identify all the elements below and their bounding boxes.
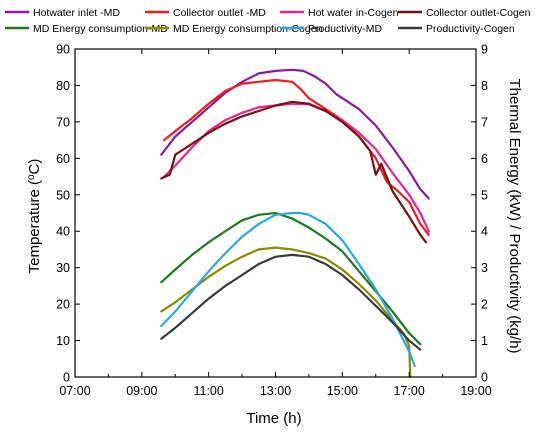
y-left-tick-label: 50 [56, 188, 70, 202]
y-left-tick-label: 40 [56, 225, 70, 239]
y-right-tick-label: 6 [481, 152, 488, 166]
y-right-tick-label: 0 [481, 371, 488, 385]
series-line-5 [160, 211, 422, 346]
y-right-tick-label: 8 [481, 79, 488, 93]
series-line-6 [160, 246, 412, 379]
y-left-tick-label: 90 [56, 43, 70, 57]
x-tick-label: 07:00 [59, 384, 90, 398]
y-left-tick-label: 60 [56, 152, 70, 166]
x-tick-label: 09:00 [126, 384, 157, 398]
y-right-tick-label: 9 [481, 43, 488, 57]
y-left-tick-label: 70 [56, 115, 70, 129]
y-axis-right-title: Thermal Energy (kW) / Productivity (kg/h… [506, 78, 523, 353]
y-right-tick-label: 2 [481, 298, 488, 312]
y-left-tick-label: 80 [56, 79, 70, 93]
series-line-7 [160, 211, 416, 368]
y-left-tick-label: 20 [56, 298, 70, 312]
series-line-1 [160, 68, 430, 200]
legend-label-1: Hotwater inlet -MD [33, 7, 120, 19]
legend-label-2: Collector outlet -MD [173, 7, 266, 19]
y-left-tick-label: 10 [56, 334, 70, 348]
x-tick-label: 15:00 [327, 384, 358, 398]
y-left-tick-label: 0 [63, 371, 70, 385]
x-axis-title: Time (h) [246, 410, 301, 427]
x-tick-label: 19:00 [460, 384, 491, 398]
x-tick-label: 17:00 [394, 384, 425, 398]
legend-label-7: Productivity-MD [308, 23, 383, 35]
y-right-tick-label: 7 [481, 115, 488, 129]
y-right-tick-label: 1 [481, 334, 488, 348]
legend-label-6: MD Energy consumption-Cogen [173, 23, 323, 35]
y-right-tick-label: 3 [481, 261, 488, 275]
series-line-4 [160, 100, 427, 244]
y-right-tick-label: 5 [481, 188, 488, 202]
x-tick-label: 11:00 [193, 384, 223, 398]
series-line-8 [160, 253, 422, 351]
y-axis-left-title: Temperature (oC) [26, 159, 44, 274]
legend: Hotwater inlet -MD Collector outlet -MD Ho… [5, 7, 531, 35]
y-right-tick-label: 4 [481, 225, 488, 239]
legend-label-4: Collector outlet-Cogen [426, 7, 531, 19]
x-tick-label: 13:00 [260, 384, 291, 398]
legend-label-5: MD Energy consumption-MD [33, 23, 168, 35]
axes: 07:00 09:00 11:00 13:00 15:00 17:00 19:0001020… [56, 43, 492, 399]
legend-label-8: Productivity-Cogen [426, 23, 515, 35]
legend-label-3: Hot water in-Cogen [308, 7, 399, 19]
y-left-tick-label: 30 [56, 261, 70, 275]
series-line-2 [163, 78, 430, 236]
plot-area [160, 68, 430, 379]
